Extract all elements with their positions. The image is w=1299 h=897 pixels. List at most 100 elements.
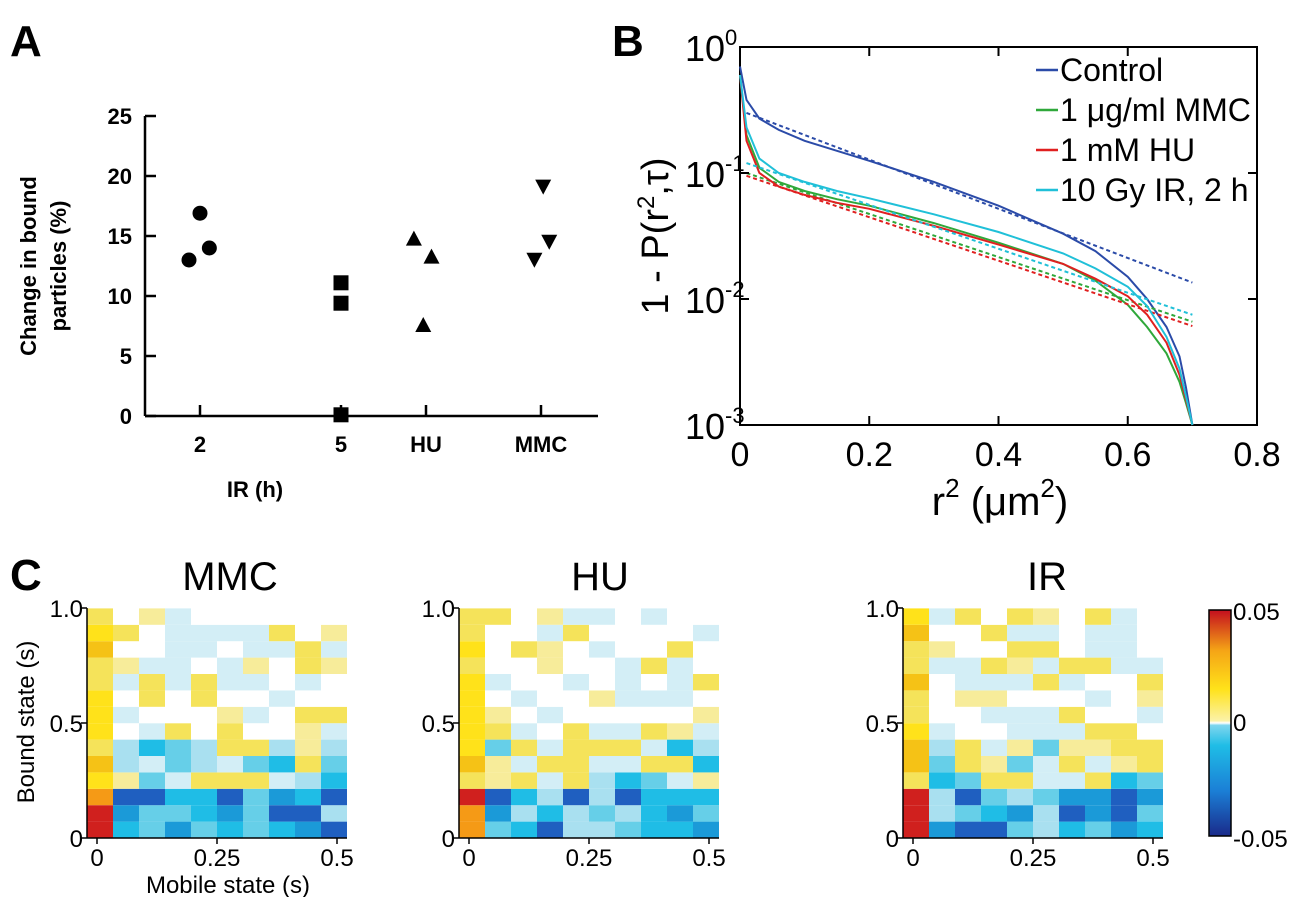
c-heatmap-cell [511,624,537,642]
c-heatmap-cell [903,706,929,724]
c-heatmap-cell [165,821,191,838]
c-heatmap-cell [1007,674,1033,691]
a-point-square [333,295,349,311]
c-heatmap-cell [537,788,563,806]
c-heatmap-cell [1007,805,1033,822]
c-heatmap-cell [295,657,321,674]
c-heatmap-cell [1137,706,1163,724]
c-heatmap-cell [217,739,243,756]
c-heatmap-title: MMC [182,555,278,599]
c-heatmap-cell [589,690,615,707]
c-heatmap-cell [191,788,217,806]
c-heatmap-cell [955,821,981,838]
c-heatmap-cell [1111,723,1137,740]
c-heatmap-cell [191,608,217,625]
c-heatmap-cell [1111,608,1137,625]
c-heatmap-cell [1137,788,1163,806]
c-heatmap-cell [955,624,981,642]
c-heatmap-cell [667,706,693,724]
c-heatmap-cell [139,739,165,756]
c-heatmap-cell [113,723,139,740]
c-heatmap-cell [1111,657,1137,674]
c-heatmap-cell [1085,788,1111,806]
c-heatmap-cell [903,608,929,625]
c-heatmap-cell [955,674,981,691]
c-heatmap-cell [955,706,981,724]
c-heatmap-cell [1085,706,1111,724]
c-heatmap-cell [269,690,295,707]
b-xtick-label: 0 [731,436,750,474]
c-xtick-label: 0.5 [692,845,725,872]
c-heatmap-cell [981,723,1007,740]
c-heatmap-cell [615,641,641,658]
c-heatmap-cell [667,788,693,806]
c-heatmap-cell [1085,674,1111,691]
c-colorbar [1208,609,1232,837]
c-heatmap-cell [693,805,719,822]
c-heatmap-cell [537,657,563,674]
c-heatmap-cell [243,657,269,674]
c-heatmap-cell [903,788,929,806]
c-heatmap-cell [139,788,165,806]
c-heatmap-cell [1111,756,1137,773]
b-ytick-label: 10-1 [685,151,745,195]
a-xtick-label: 2 [194,432,206,457]
c-heatmap-cell [87,641,113,658]
c-heatmap-cell [1033,788,1059,806]
c-heatmap-cell [485,739,511,756]
c-heatmap-cell [485,723,511,740]
c-heatmap-cell [537,706,563,724]
c-heatmap-cell [1033,624,1059,642]
c-heatmap-cell [165,657,191,674]
c-heatmap-cell [217,772,243,789]
c-heatmap-cell [667,690,693,707]
c-heatmap-cell [511,772,537,789]
c-heatmap-cell [1007,756,1033,773]
c-heatmap-cell [243,723,269,740]
c-heatmap-cell [1137,772,1163,789]
c-heatmap-cell [929,690,955,707]
c-heatmap-cell [139,706,165,724]
c-heatmap-cell [903,674,929,691]
c-heatmap-cell [929,608,955,625]
b-series-line [739,74,1194,426]
c-heatmap-cell [87,624,113,642]
c-heatmap-cell [615,657,641,674]
c-heatmap-cell [191,674,217,691]
c-heatmap-cell [321,641,347,658]
c-heatmap-cell [955,608,981,625]
c-heatmap-cell [903,805,929,822]
c-heatmap-cell [139,641,165,658]
b-series-line [739,66,1194,426]
c-heatmap-cell [667,624,693,642]
c-heatmap-cell [269,641,295,658]
c-heatmap-cell [537,756,563,773]
c-heatmap-cell [485,805,511,822]
a-ytick-label: 20 [108,164,132,189]
c-heatmap-cell [191,821,217,838]
c-heatmap-cell [243,641,269,658]
c-heatmap-cell [589,788,615,806]
c-heatmap-cell [269,756,295,773]
c-heatmap-cell [693,788,719,806]
c-heatmap-cell [459,624,485,642]
c-heatmap-cell [1085,821,1111,838]
c-heatmap-cell [693,723,719,740]
c-colorbar-label-min: -0.05 [1233,826,1288,853]
a-point-triangle-down [526,252,543,268]
c-heatmap-cell [511,657,537,674]
c-heatmap-cell [537,624,563,642]
c-heatmap-cell [511,788,537,806]
c-heatmap-cell [667,805,693,822]
c-heatmap-cell [1059,641,1085,658]
c-heatmap-cell [295,608,321,625]
c-heatmap-cell [955,657,981,674]
c-heatmap-cell [667,821,693,838]
c-heatmap-cell [321,657,347,674]
c-heatmap-cell [459,657,485,674]
c-heatmap-cell [485,756,511,773]
c-heatmap-cell [667,641,693,658]
c-ytick-label: 1.0 [50,596,83,623]
b-legend: Control 1 μg/ml MMC 1 mM HU 10 Gy IR, 2 h [1036,52,1251,208]
c-heatmap-cell [1111,772,1137,789]
